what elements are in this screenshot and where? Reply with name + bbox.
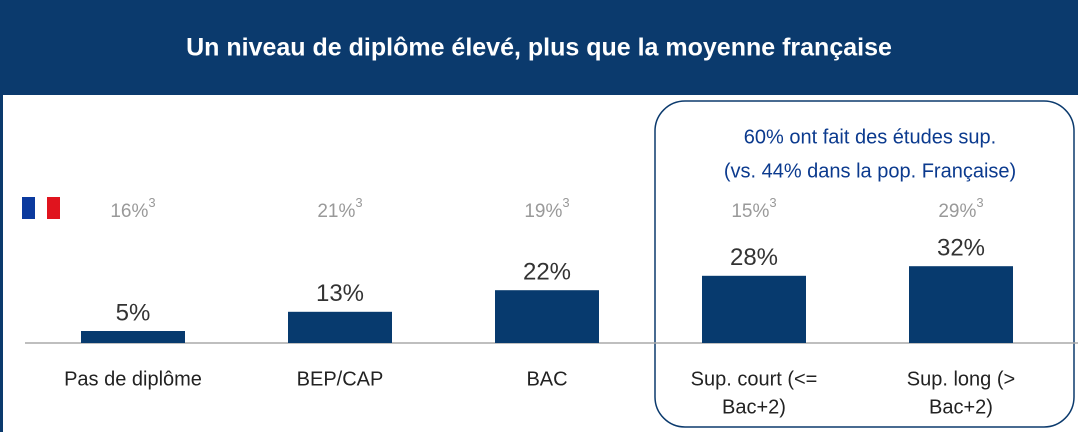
comparison-value: 19% <box>524 201 562 222</box>
left-border <box>0 95 3 432</box>
header-band <box>0 0 1078 95</box>
footnote-mark: 3 <box>769 195 776 210</box>
bar <box>288 311 392 343</box>
category-label: Bac+2) <box>929 396 993 418</box>
category-label: Sup. court (<= <box>691 368 818 390</box>
comparison-label: 15%3 <box>731 195 776 222</box>
value-label: 13% <box>316 280 364 307</box>
bar <box>702 275 806 343</box>
highlight-box <box>654 100 1075 428</box>
bar <box>81 331 185 343</box>
value-label: 32% <box>937 235 985 262</box>
category-label: BEP/CAP <box>297 368 384 390</box>
comparison-value: 21% <box>317 201 355 222</box>
comparison-value: 29% <box>938 201 976 222</box>
bar <box>909 266 1013 343</box>
comparison-label: 19%3 <box>524 195 569 222</box>
value-label: 5% <box>116 299 151 326</box>
footnote-mark: 3 <box>562 195 569 210</box>
category-label: Bac+2) <box>722 396 786 418</box>
chart-title: Un niveau de diplôme élevé, plus que la … <box>186 34 892 62</box>
annotation-line: (vs. 44% dans la pop. Française) <box>724 160 1016 182</box>
footnote-mark: 3 <box>355 195 362 210</box>
flag-white <box>35 197 47 219</box>
comparison-label: 21%3 <box>317 195 362 222</box>
footnote-mark: 3 <box>976 195 983 210</box>
flag-red <box>47 197 60 219</box>
flag-blue <box>22 197 35 219</box>
category-label: BAC <box>526 368 567 390</box>
comparison-value: 15% <box>731 201 769 222</box>
comparison-label: 16%3 <box>110 195 155 222</box>
bar <box>495 290 599 343</box>
flag <box>22 197 60 219</box>
comparison-value: 16% <box>110 201 148 222</box>
category-label: Pas de diplôme <box>64 368 202 390</box>
comparison-label: 29%3 <box>938 195 983 222</box>
footnote-mark: 3 <box>148 195 155 210</box>
value-label: 22% <box>523 259 571 286</box>
annotation-line: 60% ont fait des études sup. <box>744 126 996 148</box>
category-label: Sup. long (> <box>907 368 1015 390</box>
value-label: 28% <box>730 244 778 271</box>
